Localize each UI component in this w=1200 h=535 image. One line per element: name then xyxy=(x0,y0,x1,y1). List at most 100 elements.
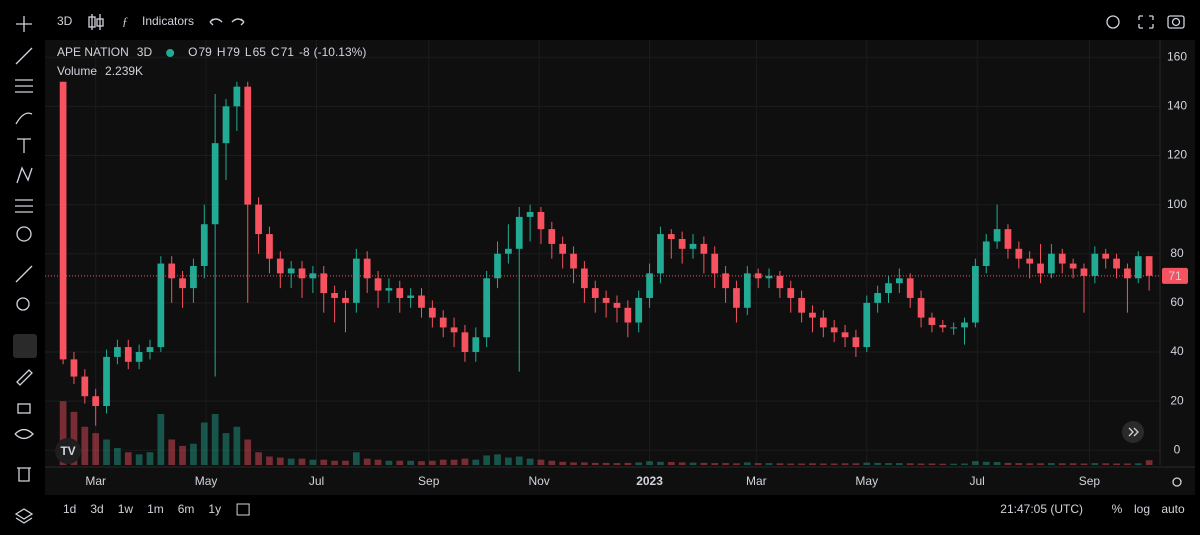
candle-body xyxy=(624,307,632,323)
volume-bar xyxy=(819,463,827,465)
candle-body xyxy=(200,224,208,267)
candle-body xyxy=(266,234,273,259)
candle-body xyxy=(819,317,827,328)
volume-bar xyxy=(613,463,621,465)
candle-body xyxy=(331,293,338,298)
interval-button[interactable]: 3D xyxy=(57,14,73,28)
range-button[interactable]: 3d xyxy=(90,502,103,516)
volume-bar xyxy=(450,459,458,465)
volume-bar xyxy=(939,463,947,465)
candle-body xyxy=(211,143,219,225)
candle-body xyxy=(711,253,719,274)
undo-icon[interactable] xyxy=(209,18,223,26)
bottom-bar: 1d 3d 1w 1m 6m 1y 21:47:05 (UTC)% log auto xyxy=(63,502,1185,516)
candle-body xyxy=(1102,253,1110,259)
range-button[interactable]: 1y xyxy=(208,502,221,516)
candle-body xyxy=(765,275,773,279)
date-range-icon[interactable] xyxy=(236,503,250,516)
volume-bar xyxy=(1026,463,1034,465)
candle-body xyxy=(852,337,860,348)
candle-body xyxy=(472,337,480,352)
volume-bar xyxy=(1015,463,1023,465)
logo[interactable] xyxy=(55,438,81,464)
volume-bar xyxy=(59,401,67,465)
volume-bar xyxy=(657,461,664,465)
volume-bar xyxy=(624,462,632,465)
volume-bar xyxy=(505,457,512,465)
candle-body xyxy=(1026,258,1034,264)
x-tick-label: Jul xyxy=(309,474,324,488)
scale-option[interactable]: auto xyxy=(1161,502,1185,516)
candle-body xyxy=(874,293,881,303)
volume-bar xyxy=(222,433,230,465)
volume-bar xyxy=(678,462,686,465)
candle-body xyxy=(1080,268,1088,276)
legend-value: 65 xyxy=(253,45,267,59)
volume-bar xyxy=(874,462,881,465)
candle-body xyxy=(450,327,458,333)
range-button[interactable]: 1m xyxy=(147,502,164,516)
redo-icon[interactable] xyxy=(231,18,245,26)
candle-body xyxy=(526,211,534,217)
candle-body xyxy=(591,288,599,298)
last-price-label: 71 xyxy=(1168,269,1182,283)
volume-bar xyxy=(852,463,860,465)
candle-body xyxy=(124,347,132,362)
volume-bar xyxy=(765,463,773,465)
volume-bar xyxy=(526,458,534,465)
candle-body xyxy=(505,248,512,254)
candle-body xyxy=(157,263,165,348)
range-button[interactable]: 1w xyxy=(118,502,134,516)
volume-bar xyxy=(472,459,480,465)
candle-body xyxy=(863,302,871,348)
candle-body xyxy=(59,81,67,360)
volume-bar xyxy=(309,459,317,465)
x-tick-label: Jul xyxy=(970,474,985,488)
logo-glyph: TV xyxy=(60,444,75,458)
scroll-icon xyxy=(1128,427,1139,437)
y-tick-label: 0 xyxy=(1174,442,1181,456)
candle-body xyxy=(1091,253,1099,276)
theme-icon[interactable] xyxy=(1172,477,1182,487)
volume-bar xyxy=(982,461,990,465)
candle-body xyxy=(342,297,349,303)
candle-body xyxy=(613,302,621,308)
y-tick-label: 20 xyxy=(1170,393,1184,407)
candles-icon[interactable] xyxy=(88,14,104,30)
candle-body xyxy=(885,283,892,294)
candle-body xyxy=(1015,248,1023,259)
volume-bar xyxy=(276,457,284,465)
volume-bar xyxy=(895,463,903,465)
left-toolbar[interactable] xyxy=(13,16,37,524)
candle-body xyxy=(135,351,143,362)
volume-bar xyxy=(798,463,805,465)
candle-body xyxy=(678,238,686,249)
candle-body xyxy=(190,266,197,289)
volume-bar xyxy=(743,462,751,465)
legend-key: L xyxy=(245,45,252,59)
y-tick-label: 100 xyxy=(1167,197,1187,211)
volume-bar xyxy=(418,461,425,465)
scale-option[interactable]: % xyxy=(1112,502,1123,516)
fullscreen-icon[interactable] xyxy=(1138,15,1154,29)
candle-body xyxy=(81,376,89,397)
candle-body xyxy=(1145,256,1153,276)
candle-body xyxy=(982,241,990,267)
volume-bar xyxy=(1113,463,1120,465)
candle-body xyxy=(961,322,968,328)
range-button[interactable]: 6m xyxy=(178,502,195,516)
candle-body xyxy=(298,268,306,279)
volume-bar xyxy=(1037,463,1044,465)
candle-body xyxy=(179,278,186,289)
volume-bar xyxy=(972,461,979,465)
range-button[interactable]: 1d xyxy=(63,502,76,516)
settings-icon[interactable] xyxy=(1106,15,1120,29)
indicators-button[interactable]: Indicators xyxy=(142,14,194,28)
fx-icon[interactable]: ƒ xyxy=(122,14,128,28)
screenshot-icon[interactable] xyxy=(1167,15,1185,29)
volume-bar xyxy=(830,463,838,465)
candle-body xyxy=(570,253,577,269)
scale-option[interactable]: log xyxy=(1134,502,1150,516)
candle-body xyxy=(374,278,382,291)
